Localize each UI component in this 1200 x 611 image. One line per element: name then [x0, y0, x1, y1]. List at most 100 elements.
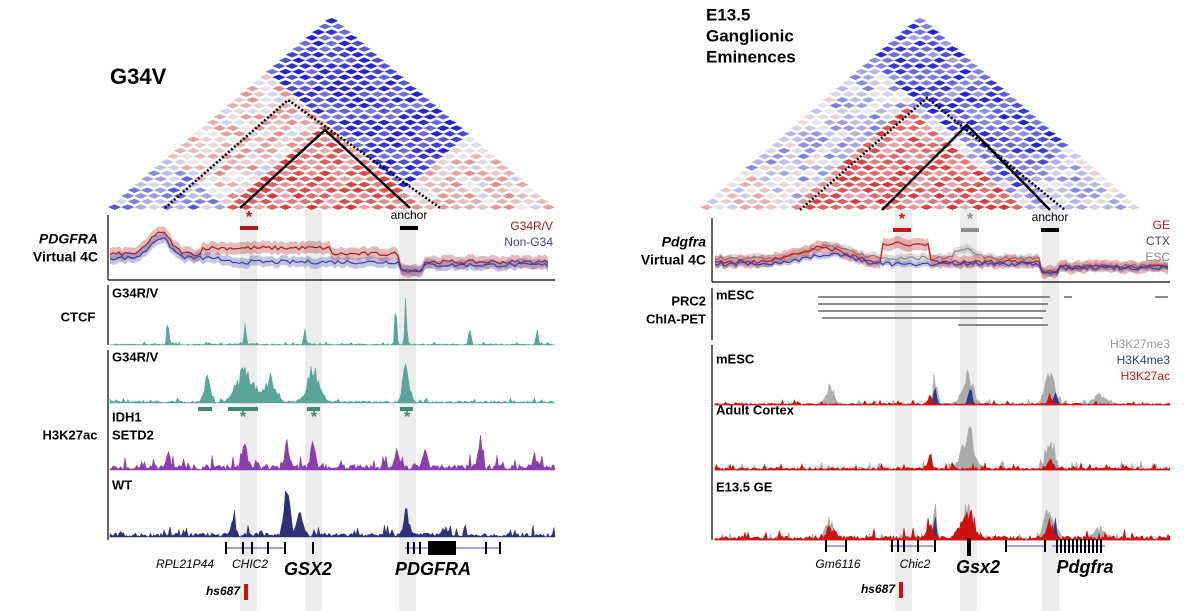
- hic-cell: [140, 187, 155, 194]
- hic-cell: [331, 91, 345, 98]
- hic-cell: [894, 46, 908, 52]
- hic-cell: [1055, 187, 1069, 194]
- hic-cell: [1017, 142, 1030, 148]
- hic-cell: [790, 136, 804, 143]
- hic-cell: [874, 85, 888, 92]
- hic-cell: [462, 193, 477, 199]
- hic-cell: [1042, 130, 1056, 137]
- hic-cell: [900, 142, 914, 148]
- hic-cell: [958, 147, 972, 154]
- hic-cell: [952, 198, 966, 205]
- hic-cell: [370, 80, 385, 86]
- hic-cell: [206, 176, 220, 182]
- hic-cell: [384, 80, 398, 86]
- exon: [485, 542, 487, 554]
- hic-cell: [443, 187, 457, 194]
- legend-label: H3K4me3: [1117, 353, 1171, 367]
- label: Eminences: [706, 47, 796, 66]
- hic-cell: [331, 125, 345, 131]
- hic-cell: [894, 170, 908, 177]
- hic-cell: [913, 97, 927, 103]
- hic-cell: [364, 176, 378, 182]
- hic-cell: [771, 142, 785, 148]
- hic-cell: [219, 153, 233, 160]
- hic-cell: [397, 170, 411, 177]
- hic-cell: [1010, 159, 1024, 165]
- hic-cell: [965, 176, 979, 182]
- hic-cell: [305, 147, 319, 154]
- hic-cell: [298, 119, 312, 126]
- hic-cell: [907, 80, 920, 86]
- hic-cell: [784, 198, 798, 205]
- hic-cell: [751, 204, 765, 210]
- hic-cell: [810, 142, 823, 148]
- hic-cell: [790, 125, 804, 131]
- hic-cell: [324, 164, 339, 171]
- hic-cell: [351, 176, 365, 182]
- label: Adult Cortex: [716, 402, 795, 417]
- hic-cell: [907, 159, 920, 165]
- hic-cell: [331, 68, 345, 75]
- hic-cell: [939, 153, 953, 160]
- hic-cell: [200, 170, 214, 177]
- hic-cell: [1030, 119, 1043, 126]
- hic-cell: [167, 153, 181, 160]
- hic-cell: [926, 29, 940, 35]
- label: Ganglionic: [706, 26, 794, 45]
- hic-cell: [390, 108, 404, 114]
- hic-cell: [246, 119, 260, 126]
- hic-cell: [894, 204, 908, 210]
- hic-cell: [1114, 193, 1128, 199]
- hic-cell: [246, 198, 260, 205]
- hic-cell: [324, 119, 339, 126]
- hic-cell: [357, 57, 371, 64]
- hic-cell: [913, 187, 927, 194]
- hic-cell: [913, 198, 927, 205]
- hic-cell: [292, 57, 306, 64]
- hic-cell: [868, 147, 882, 154]
- hic-cell: [252, 193, 266, 199]
- hic-cell: [213, 193, 227, 199]
- asterisk: *: [899, 211, 906, 228]
- hic-cell: [997, 147, 1011, 154]
- hic-cell: [894, 114, 908, 120]
- exon: [284, 542, 286, 554]
- legend-label: CTX: [1146, 234, 1170, 248]
- hic-cell: [318, 170, 332, 177]
- hic-cell: [952, 97, 966, 103]
- hic-cell: [219, 164, 233, 171]
- hic-cell: [292, 46, 306, 52]
- hic-cell: [907, 46, 920, 52]
- hic-cell: [502, 204, 516, 210]
- hic-cell: [449, 204, 463, 210]
- exon: [1096, 539, 1098, 553]
- hic-cell: [180, 142, 194, 148]
- hic-cell: [1049, 159, 1063, 165]
- hic-cell: [945, 80, 959, 86]
- hic-cell: [771, 176, 785, 182]
- hic-cell: [318, 114, 332, 120]
- highlight-bands: [240, 210, 1059, 611]
- hic-cell: [495, 164, 509, 171]
- hic-cell: [397, 80, 411, 86]
- exon: [225, 542, 227, 554]
- hic-cell: [338, 130, 352, 137]
- hic-cell: [848, 130, 862, 137]
- hic-cell: [528, 204, 542, 210]
- hic-cell: [1004, 187, 1018, 194]
- hic-cell: [900, 51, 914, 58]
- hic-cell: [971, 68, 985, 75]
- hic-cell: [874, 153, 888, 160]
- hic-cell: [213, 136, 227, 143]
- hic-cell: [246, 97, 260, 103]
- hic-cell: [810, 153, 823, 160]
- hic-cell: [913, 119, 927, 126]
- hic-cell: [1030, 176, 1043, 182]
- hic-cell: [298, 176, 312, 182]
- hic-cell: [226, 159, 240, 165]
- confidence-band: [715, 241, 1168, 278]
- hic-cell: [495, 198, 509, 205]
- hic-cell: [252, 136, 266, 143]
- hic-cell: [331, 23, 345, 30]
- hic-cell: [200, 159, 214, 165]
